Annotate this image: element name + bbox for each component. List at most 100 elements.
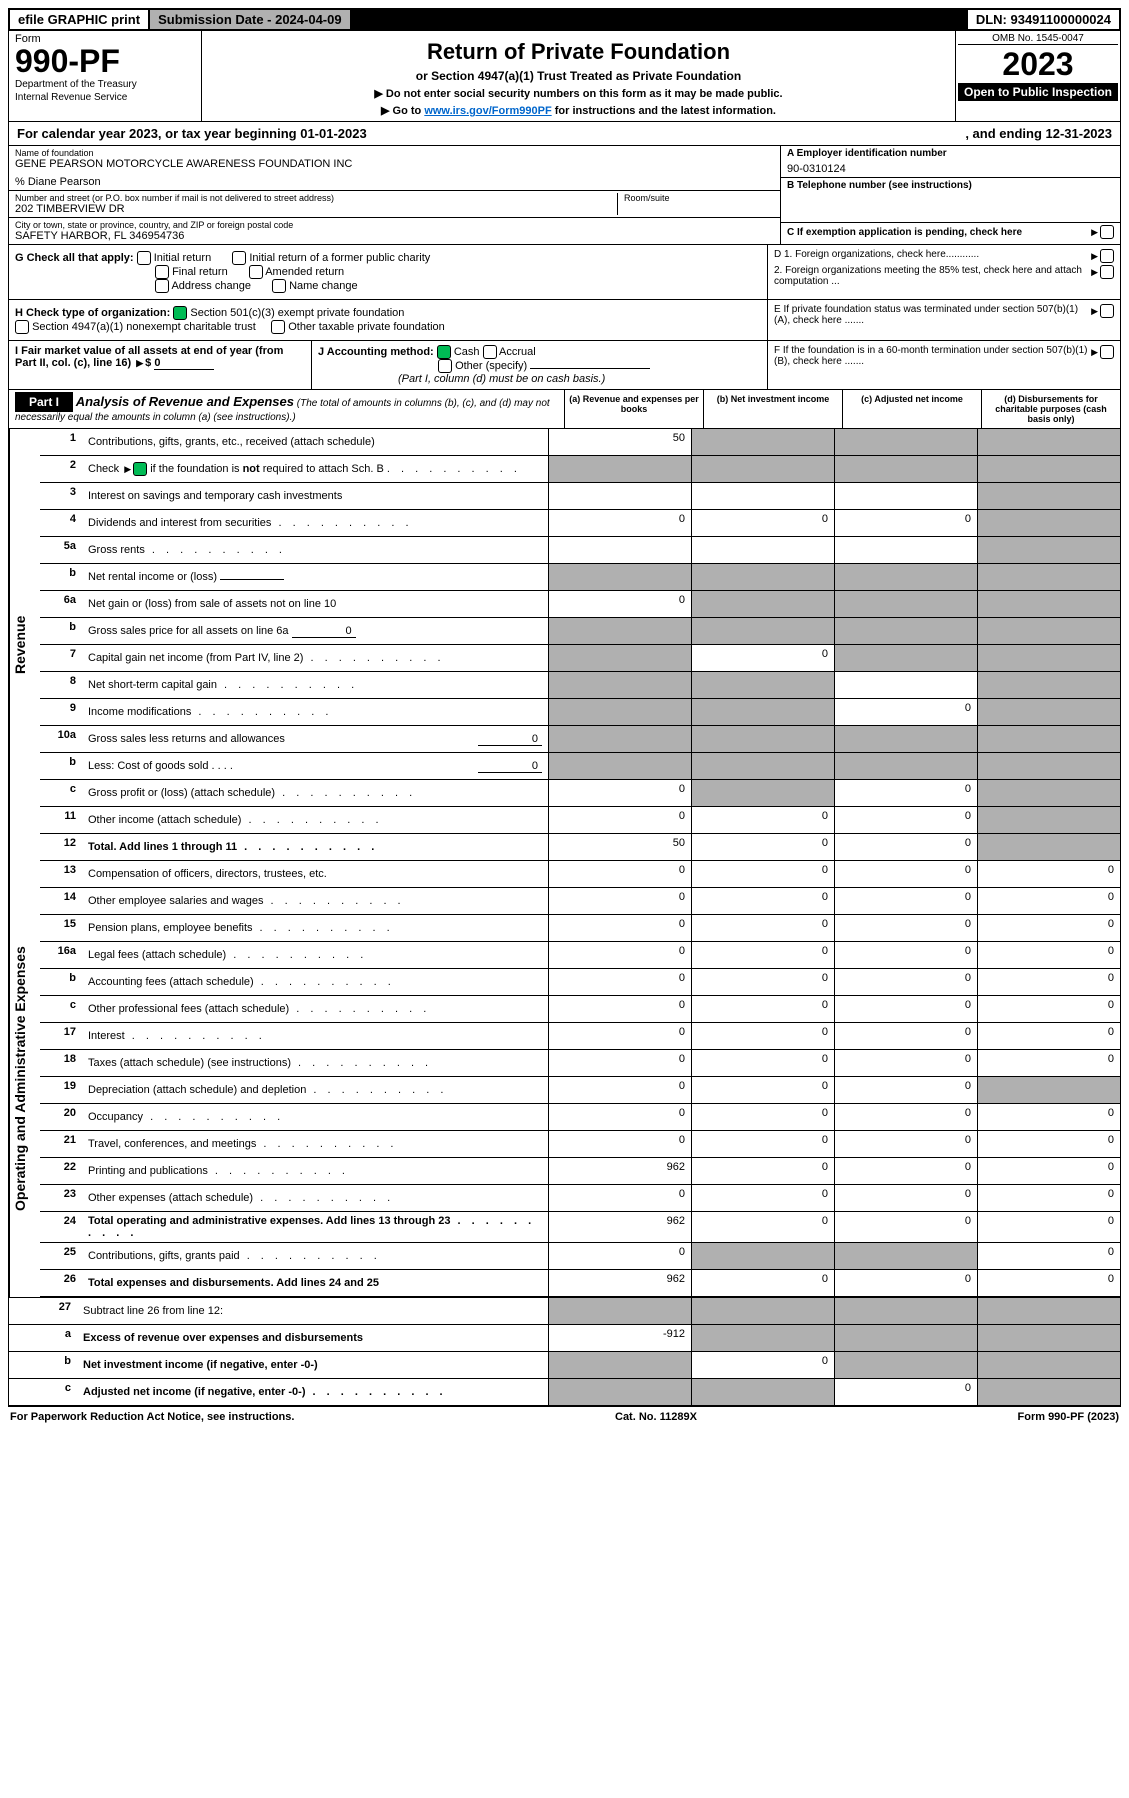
line-10a-inline: 0 [478,733,542,746]
e-checkbox[interactable] [1100,304,1114,318]
line-17-a: 0 [549,1023,692,1050]
room-label: Room/suite [624,193,774,203]
note-link: ▶ Go to www.irs.gov/Form990PF for instru… [210,104,947,117]
header-center: Return of Private Foundation or Section … [202,31,955,121]
f-checkbox[interactable] [1100,345,1114,359]
line-26-b: 0 [692,1270,835,1297]
line-23-desc: Other expenses (attach schedule) [82,1185,549,1212]
line-16b-c: 0 [835,969,978,996]
h-4947[interactable]: Section 4947(a)(1) nonexempt charitable … [15,321,256,333]
line-24-d: 0 [978,1212,1121,1243]
line-9-c: 0 [835,699,978,726]
line-1-desc: Contributions, gifts, grants, etc., rece… [82,429,549,456]
irs-label: Internal Revenue Service [15,92,195,103]
line-16a-d: 0 [978,942,1121,969]
line-21-d: 0 [978,1131,1121,1158]
form990pf-link[interactable]: www.irs.gov/Form990PF [424,105,551,117]
d2-checkbox[interactable] [1100,265,1114,279]
g-initial[interactable]: Initial return [137,252,212,264]
foundation-name: GENE PEARSON MOTORCYCLE AWARENESS FOUNDA… [15,158,774,170]
line-26-d: 0 [978,1270,1121,1297]
line-2-desc: Check if the foundation is not required … [82,456,549,483]
city-label: City or town, state or province, country… [15,220,774,230]
line-18-d: 0 [978,1050,1121,1077]
line-4-c: 0 [835,510,978,537]
g-name-change[interactable]: Name change [272,280,358,292]
calendar-year-row: For calendar year 2023, or tax year begi… [8,122,1121,146]
line-24-desc: Total operating and administrative expen… [82,1212,549,1243]
line-22-desc: Printing and publications [82,1158,549,1185]
revenue-side-label: Revenue [9,429,40,861]
line-16c-d: 0 [978,996,1121,1023]
c-checkbox[interactable] [1100,225,1114,239]
col-d-header: (d) Disbursements for charitable purpose… [981,390,1120,428]
line-19-desc: Depreciation (attach schedule) and deple… [82,1077,549,1104]
line-12-a: 50 [549,834,692,861]
line-21-b: 0 [692,1131,835,1158]
line-26-desc: Total expenses and disbursements. Add li… [82,1270,549,1297]
line-4-b: 0 [692,510,835,537]
line-1-a: 50 [549,429,692,456]
foundation-name-cell: Name of foundation GENE PEARSON MOTORCYC… [9,146,780,191]
col-a-header: (a) Revenue and expenses per books [564,390,703,428]
h-label: H Check type of organization: [15,307,170,319]
col-b-header: (b) Net investment income [703,390,842,428]
line-16a-b: 0 [692,942,835,969]
line-24-c: 0 [835,1212,978,1243]
g-address-change[interactable]: Address change [155,280,251,292]
header-left: Form 990-PF Department of the Treasury I… [9,31,202,121]
page-footer: For Paperwork Reduction Act Notice, see … [8,1407,1121,1427]
part-1: Part I Analysis of Revenue and Expenses … [8,390,1121,1407]
line-11-desc: Other income (attach schedule) [82,807,549,834]
h-501c3[interactable]: Section 501(c)(3) exempt private foundat… [173,307,404,319]
line-9-desc: Income modifications [82,699,549,726]
part1-header: Part I Analysis of Revenue and Expenses … [9,390,1120,429]
line-6a-a: 0 [549,591,692,618]
efile-print-label[interactable]: efile GRAPHIC print [10,10,148,29]
line-16a-a: 0 [549,942,692,969]
schb-checkbox[interactable] [133,462,147,476]
line-5a-desc: Gross rents [82,537,549,564]
j-note: (Part I, column (d) must be on cash basi… [398,373,605,385]
g-initial-former[interactable]: Initial return of a former public charit… [232,252,430,264]
f-label: F If the foundation is in a 60-month ter… [774,345,1089,367]
j-other[interactable]: Other (specify) [438,360,527,372]
footer-mid: Cat. No. 11289X [615,1411,697,1423]
d1-checkbox[interactable] [1100,249,1114,263]
c-label: C If exemption application is pending, c… [787,227,1089,238]
g-amended[interactable]: Amended return [249,266,344,278]
dln-number: DLN: 93491100000024 [968,10,1119,29]
d-section: D 1. Foreign organizations, check here..… [767,245,1120,299]
line-24-b: 0 [692,1212,835,1243]
line-19-a: 0 [549,1077,692,1104]
line-21-desc: Travel, conferences, and meetings [82,1131,549,1158]
line-13-c: 0 [835,861,978,888]
note2-pre: ▶ Go to [381,105,424,117]
line-15-c: 0 [835,915,978,942]
top-spacer [352,10,966,29]
street-address: 202 TIMBERVIEW DR [15,203,617,215]
care-of: % Diane Pearson [15,176,774,188]
line-16b-a: 0 [549,969,692,996]
e-label: E If private foundation status was termi… [774,304,1085,326]
tax-year: 2023 [958,45,1118,83]
i-label: I Fair market value of all assets at end… [15,345,283,369]
j-label: J Accounting method: [318,346,434,358]
g-final[interactable]: Final return [155,266,228,278]
line-13-d: 0 [978,861,1121,888]
line-14-d: 0 [978,888,1121,915]
line-22-a: 962 [549,1158,692,1185]
j-cash[interactable]: Cash [437,346,480,358]
section-h-e: H Check type of organization: Section 50… [8,300,1121,341]
j-accrual[interactable]: Accrual [483,346,536,358]
h-other-taxable[interactable]: Other taxable private foundation [271,321,445,333]
line-21-a: 0 [549,1131,692,1158]
line-6b-desc: Gross sales price for all assets on line… [82,618,549,645]
line-10c-desc: Gross profit or (loss) (attach schedule) [82,780,549,807]
col-c-header: (c) Adjusted net income [842,390,981,428]
line-12-b: 0 [692,834,835,861]
footer-right: Form 990-PF (2023) [1018,1411,1120,1423]
line-25-desc: Contributions, gifts, grants paid [82,1243,549,1270]
line-19-b: 0 [692,1077,835,1104]
section-g-d: G Check all that apply: Initial return I… [8,245,1121,300]
